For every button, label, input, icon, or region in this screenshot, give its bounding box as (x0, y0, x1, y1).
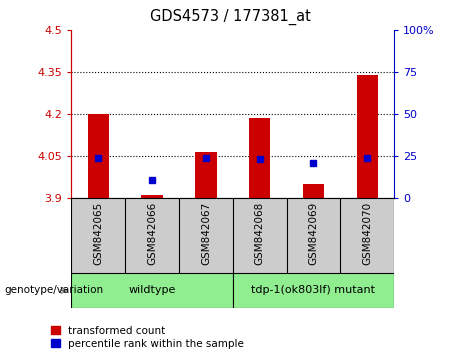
Text: tdp-1(ok803lf) mutant: tdp-1(ok803lf) mutant (252, 285, 375, 295)
Text: GSM842068: GSM842068 (254, 202, 265, 265)
Bar (142, 195, 163, 198)
Bar (356, 75, 378, 198)
Text: GSM842070: GSM842070 (362, 202, 372, 265)
Bar (249, 118, 271, 198)
Text: genotype/variation: genotype/variation (5, 285, 104, 295)
Text: GDS4573 / 177381_at: GDS4573 / 177381_at (150, 9, 311, 25)
Bar (233, 273, 394, 308)
Text: GSM842066: GSM842066 (147, 202, 157, 265)
Bar (303, 184, 324, 198)
Text: GSM842065: GSM842065 (93, 202, 103, 265)
Text: wildtype: wildtype (129, 285, 176, 295)
Text: GSM842067: GSM842067 (201, 202, 211, 265)
Text: GSM842069: GSM842069 (308, 202, 319, 265)
Legend: transformed count, percentile rank within the sample: transformed count, percentile rank withi… (51, 326, 244, 349)
Bar (71, 273, 233, 308)
Bar (195, 152, 217, 198)
Bar (88, 114, 109, 198)
